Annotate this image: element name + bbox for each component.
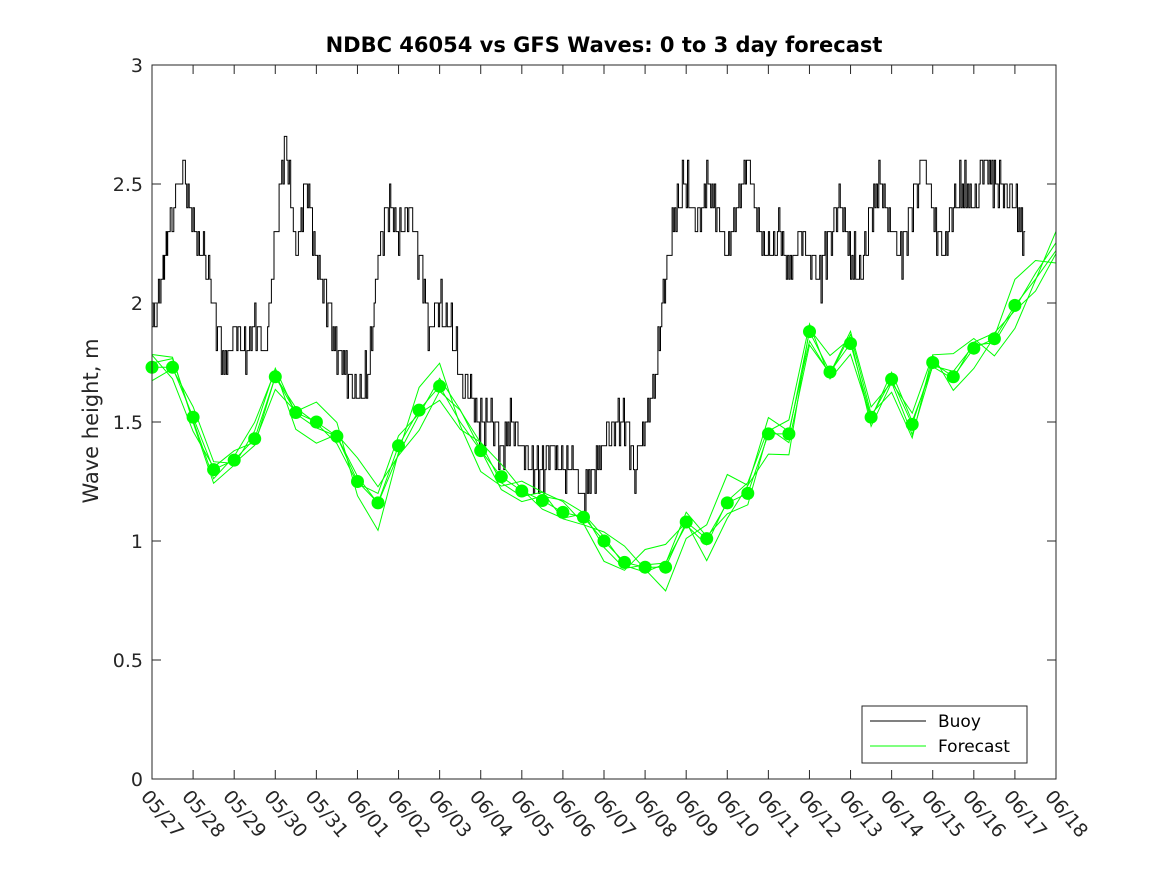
legend: Buoy Forecast: [861, 705, 1028, 764]
forecast-marker: [248, 432, 262, 446]
x-tick-label: 06/03: [424, 786, 476, 842]
series-forecast-line: [151, 231, 1057, 571]
y-tick-label: 0: [131, 769, 143, 791]
forecast-marker: [597, 534, 611, 548]
forecast-marker: [700, 532, 714, 546]
series-forecast-line: [152, 250, 1057, 568]
forecast-marker: [803, 325, 816, 339]
x-tick-label: 06/15: [917, 786, 969, 842]
forecast-marker: [1008, 298, 1022, 312]
forecast-marker: [577, 510, 590, 524]
x-tick-label: 05/28: [177, 786, 229, 842]
series-buoy-line: [152, 135, 1026, 518]
y-tick-label: 1: [131, 531, 143, 553]
chart-title: NDBC 46054 vs GFS Waves: 0 to 3 day fore…: [326, 33, 883, 57]
series-forecast-line: [151, 253, 1057, 573]
x-tick-label: 06/02: [383, 786, 435, 842]
forecast-marker: [412, 403, 426, 417]
forecast-marker: [289, 406, 303, 419]
x-tick-label: 06/18: [1040, 786, 1092, 842]
forecast-marker: [515, 484, 529, 498]
forecast-marker: [926, 356, 940, 369]
forecast-marker: [782, 427, 796, 441]
forecast-marker: [351, 475, 364, 488]
forecast-marker: [268, 370, 282, 384]
x-tick-label: 06/10: [711, 786, 763, 842]
x-tick-label: 06/04: [465, 786, 517, 842]
forecast-marker: [556, 505, 570, 519]
x-tick-label: 06/05: [506, 786, 558, 842]
forecast-marker: [720, 496, 734, 510]
forecast-marker: [679, 515, 693, 529]
y-tick-label: 2: [131, 293, 143, 315]
x-tick-label: 06/14: [876, 786, 928, 842]
forecast-marker: [905, 417, 919, 431]
forecast-marker: [535, 494, 549, 507]
forecast-marker: [392, 439, 405, 453]
x-tick-label: 06/08: [629, 786, 681, 842]
forecast-marker: [309, 415, 323, 429]
forecast-marker: [494, 470, 508, 484]
plot-area: [145, 135, 1057, 592]
forecast-marker: [330, 429, 344, 443]
x-tick-label: 06/17: [999, 786, 1051, 842]
x-tick-label: 05/27: [136, 786, 188, 842]
x-tick-label: 06/09: [670, 786, 722, 842]
x-tick-label: 06/11: [753, 786, 805, 842]
forecast-marker: [741, 486, 755, 500]
legend-label-buoy: Buoy: [938, 712, 981, 732]
y-tick-label: 3: [131, 55, 143, 77]
forecast-marker: [207, 463, 221, 477]
forecast-marker: [987, 332, 1001, 346]
forecast-marker: [433, 379, 447, 393]
x-tick-label: 05/29: [218, 786, 270, 842]
forecast-marker: [618, 555, 631, 569]
legend-box: [861, 705, 1028, 764]
forecast-marker: [659, 560, 673, 574]
x-tick-label: 06/13: [835, 786, 887, 842]
forecast-marker: [885, 372, 899, 386]
forecast-marker: [474, 444, 488, 458]
forecast-marker: [186, 410, 200, 424]
legend-label-forecast: Forecast: [938, 737, 1010, 757]
y-tick-label: 1.5: [113, 412, 143, 434]
forecast-marker: [761, 427, 775, 441]
x-tick-label: 06/12: [794, 786, 846, 842]
forecast-marker: [946, 370, 960, 384]
y-tick-label: 2.5: [113, 174, 143, 196]
forecast-marker: [371, 496, 385, 510]
forecast-marker: [967, 341, 981, 355]
forecast-marker: [166, 360, 179, 374]
forecast-marker: [844, 337, 857, 350]
y-axis-label: Wave height, m: [79, 338, 103, 503]
x-tick-label: 06/16: [958, 786, 1010, 842]
series-forecast-line: [151, 259, 1057, 592]
forecast-marker: [638, 560, 652, 574]
forecast-marker: [823, 365, 837, 379]
forecast-marker: [864, 410, 878, 424]
y-tick-label: 0.5: [113, 650, 143, 672]
x-tick-label: 06/01: [342, 786, 394, 842]
x-tick-label: 06/07: [588, 786, 640, 842]
x-tick-label: 05/30: [259, 786, 311, 842]
forecast-marker: [227, 453, 241, 467]
x-tick-label: 06/06: [547, 786, 599, 842]
x-tick-label: 05/31: [301, 786, 353, 842]
